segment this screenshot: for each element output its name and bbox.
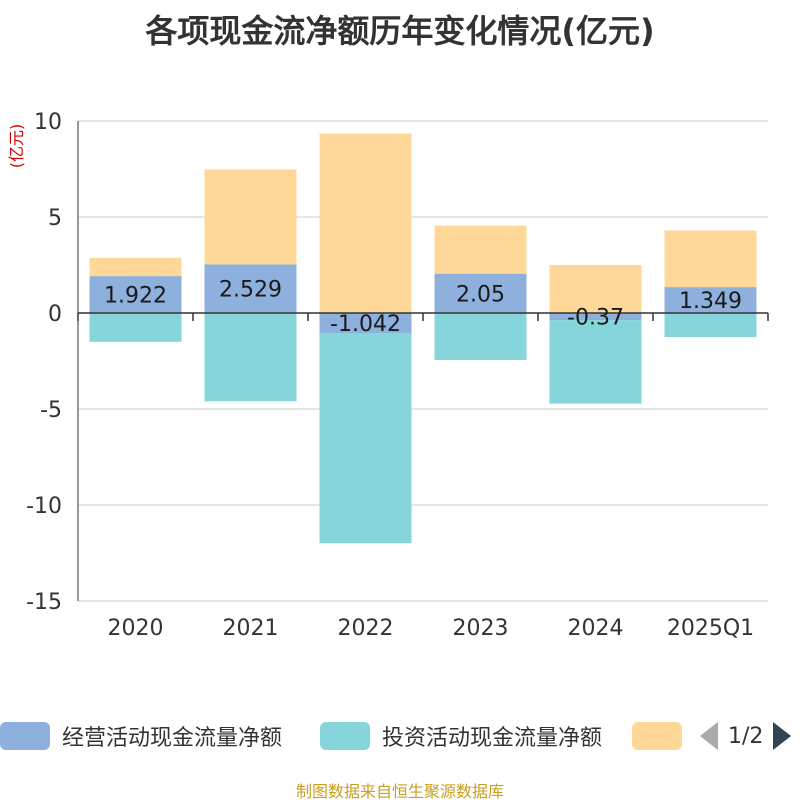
x-tick-label: 2020 <box>108 616 164 641</box>
bar-s2-2021 <box>204 169 297 265</box>
y-tick-label: -5 <box>40 398 62 423</box>
chart-svg: 10 5 0 -5 -10 -15 (亿元) 2020 2021 2022 2023 2024 2025… <box>7 110 769 641</box>
legend-swatch-third <box>632 722 682 750</box>
legend-label-investing: 投资活动现金流量净额 <box>382 726 603 751</box>
bar-s1-2023 <box>434 313 527 361</box>
bar-s1-2020 <box>89 313 182 342</box>
bar-s0-2023 <box>434 273 527 313</box>
bar-s0-2024 <box>549 313 642 321</box>
legend: 经营活动现金流量净额 投资活动现金流量净额 1/2 <box>0 716 800 756</box>
bar-s1-2022 <box>319 333 412 544</box>
y-tick-label: -10 <box>26 494 62 519</box>
chart-title: 各项现金流净额历年变化情况(亿元) <box>145 12 655 50</box>
bar-s2-2020 <box>89 257 182 277</box>
bar-s1-2021 <box>204 313 297 402</box>
bar-s2-2024 <box>549 265 642 313</box>
bar-s0-2025Q1 <box>664 287 757 313</box>
data-label: 1.349 <box>679 289 742 314</box>
y-tick-label: 5 <box>48 206 62 231</box>
legend-item-operating[interactable]: 经营活动现金流量净额 <box>0 716 282 756</box>
legend-pager: 1/2 <box>700 716 792 756</box>
bar-s0-2020 <box>89 276 182 313</box>
x-tick-label: 2025Q1 <box>667 616 754 641</box>
pager-prev-icon[interactable] <box>700 722 718 750</box>
x-tick-label: 2022 <box>338 616 394 641</box>
bar-s2-2025Q1 <box>664 230 757 288</box>
legend-item-investing[interactable]: 投资活动现金流量净额 <box>320 716 602 756</box>
data-label: 2.529 <box>219 278 282 303</box>
legend-swatch-investing <box>320 722 370 750</box>
bar-s1-2025Q1 <box>664 313 757 337</box>
pager-next-icon[interactable] <box>773 722 792 750</box>
legend-item-third[interactable] <box>632 716 682 756</box>
x-tick-label: 2023 <box>453 616 509 641</box>
y-tick-label: -15 <box>26 590 62 615</box>
x-tick-label: 2024 <box>568 616 624 641</box>
data-label: 1.922 <box>104 284 167 309</box>
y-tick-label: 0 <box>48 302 62 327</box>
bar-s0-2022 <box>319 313 412 334</box>
source-note: 制图数据来自恒生聚源数据库 <box>295 782 504 801</box>
data-label: -0.37 <box>567 306 624 331</box>
legend-swatch-operating <box>0 722 50 750</box>
bar-s1-2024 <box>549 320 642 404</box>
bar-s2-2023 <box>434 225 527 274</box>
data-label: -1.042 <box>330 312 401 337</box>
data-label: 2.05 <box>456 282 505 307</box>
bar-s2-2022 <box>319 133 412 313</box>
y-tick-label: 10 <box>34 110 62 135</box>
x-tick-label: 2021 <box>223 616 279 641</box>
y-axis-label: (亿元) <box>7 124 26 169</box>
legend-label-operating: 经营活动现金流量净额 <box>62 726 283 751</box>
pager-text: 1/2 <box>728 723 764 749</box>
bar-s0-2021 <box>204 264 297 313</box>
